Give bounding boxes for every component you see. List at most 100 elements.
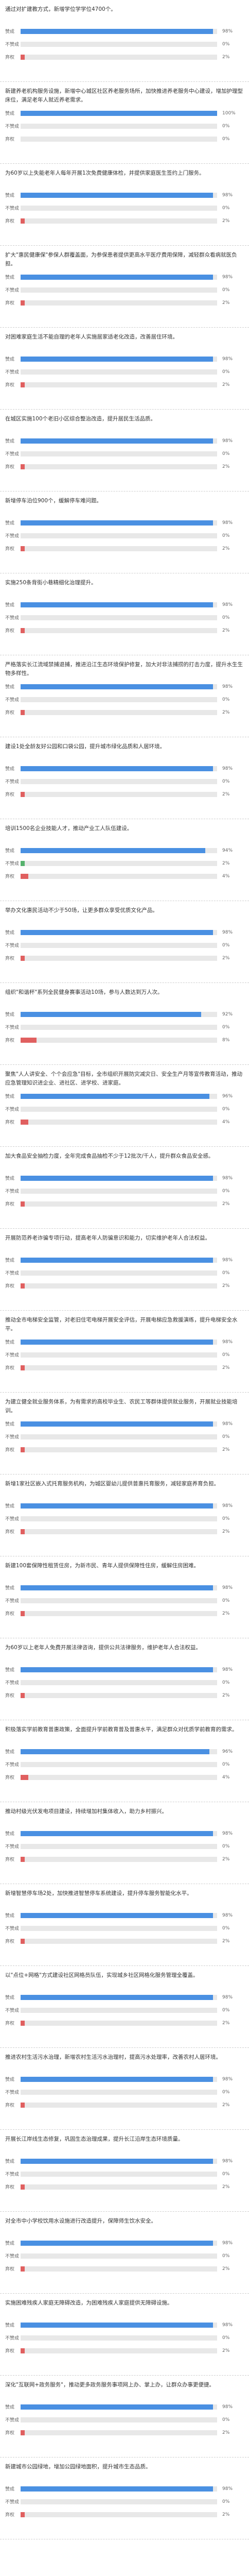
vote-row: 赞成 96% [5, 1747, 244, 1756]
option-label: 弃权 [5, 465, 15, 470]
option-label: 不赞成 [5, 1926, 20, 1931]
progress-fill [21, 218, 25, 224]
option-label: 不赞成 [5, 2254, 20, 2259]
percent-value: 2% [222, 464, 230, 469]
option-label: 赞成 [5, 2159, 15, 2164]
progress-fill [21, 110, 217, 116]
percent-value: 0% [222, 205, 230, 211]
vote-row: 赞成 98% [5, 2484, 244, 2493]
option-label: 不赞成 [5, 861, 20, 867]
vote-row: 弃权 2% [5, 298, 244, 307]
option-label: 赞成 [5, 193, 15, 198]
progress-track [21, 1994, 217, 2000]
vote-row: 不赞成 2% [5, 859, 244, 868]
option-label: 弃权 [5, 1120, 15, 1125]
progress-track [21, 438, 217, 444]
progress-fill [21, 1011, 202, 1017]
vote-result-rows: 赞成 100% 不赞成 0% 弃权 0% [5, 109, 244, 143]
progress-fill [21, 28, 214, 34]
option-label: 弃权 [5, 1775, 15, 1781]
option-label: 赞成 [5, 1995, 15, 2001]
progress-track [21, 1831, 217, 1836]
vote-result-rows: 赞成 98% 不赞成 0% 弃权 2% [5, 354, 244, 389]
vote-result-rows: 赞成 96% 不赞成 0% 弃权 4% [5, 1747, 244, 1782]
percent-value: 2% [222, 1529, 230, 1534]
vote-row: 赞成 98% [5, 1419, 244, 1428]
vote-result-rows: 赞成 98% 不赞成 0% 弃权 2% [5, 191, 244, 225]
vote-row: 不赞成 0% [5, 1105, 244, 1113]
progress-fill [21, 929, 214, 935]
vote-row: 不赞成 0% [5, 2251, 244, 2260]
vote-question: 对全市中小学校饮用水设施进行改造提升，保障师生饮水安全。 [5, 2218, 156, 2224]
percent-value: 2% [222, 1692, 230, 1698]
option-label: 弃权 [5, 956, 15, 961]
option-label: 不赞成 [5, 2336, 20, 2341]
progress-track [21, 1843, 217, 1849]
percent-value: 4% [222, 873, 230, 879]
percent-value: 98% [222, 192, 233, 198]
progress-fill [21, 873, 29, 879]
progress-fill [21, 382, 25, 387]
progress-track [21, 2404, 217, 2410]
percent-value: 98% [222, 1831, 233, 1836]
vote-item: 严格落实长江流域禁捕退捕，推进沿江生态环境保护修复，加大对非法捕捞的打击力度，提… [0, 655, 249, 737]
vote-result-rows: 赞成 98% 不赞成 0% 弃权 2% [5, 1829, 244, 1863]
percent-value: 0% [222, 287, 230, 293]
percent-value: 2% [222, 546, 230, 551]
vote-row: 弃权 2% [5, 462, 244, 471]
vote-row: 不赞成 0% [5, 122, 244, 130]
option-label: 赞成 [5, 685, 15, 690]
vote-result-rows: 赞成 98% 不赞成 0% 弃权 2% [5, 2075, 244, 2109]
progress-fill [21, 860, 25, 866]
progress-fill [21, 1365, 25, 1370]
vote-row: 弃权 2% [5, 216, 244, 225]
vote-row: 赞成 98% [5, 27, 244, 36]
option-label: 赞成 [5, 1258, 15, 1263]
progress-track [21, 1201, 217, 1207]
vote-result-rows: 赞成 96% 不赞成 0% 弃权 4% [5, 1092, 244, 1126]
vote-row: 不赞成 0% [5, 2497, 244, 2506]
vote-result-rows: 赞成 94% 不赞成 2% 弃权 4% [5, 846, 244, 880]
progress-track [21, 1037, 217, 1043]
progress-fill [21, 2486, 214, 2492]
option-label: 弃权 [5, 137, 15, 142]
vote-item: 聚焦"人人讲安全、个个会应急"目标，全市组织开展防灾减灾日、安全生产月等宣传教育… [0, 1065, 249, 1147]
progress-track [21, 791, 217, 797]
percent-value: 4% [222, 1119, 230, 1125]
percent-value: 2% [222, 2430, 230, 2435]
option-label: 弃权 [5, 2431, 15, 2436]
option-label: 弃权 [5, 1038, 15, 1043]
vote-row: 不赞成 0% [5, 1432, 244, 1441]
option-label: 赞成 [5, 767, 15, 772]
vote-row: 不赞成 0% [5, 1350, 244, 1359]
percent-value: 98% [222, 28, 233, 34]
vote-row: 赞成 98% [5, 1911, 244, 1920]
vote-row: 赞成 98% [5, 1337, 244, 1346]
vote-row: 弃权 2% [5, 954, 244, 962]
percent-value: 98% [222, 2240, 233, 2246]
vote-row: 赞成 98% [5, 1829, 244, 1838]
vote-row: 赞成 92% [5, 1010, 244, 1019]
vote-question: 开展长江岸线生态修复，巩固生态治理成果，提升长江沿岸生态环境质量。 [5, 2136, 184, 2142]
progress-fill [21, 1749, 209, 1754]
vote-result-rows: 赞成 98% 不赞成 0% 弃权 2% [5, 1501, 244, 1536]
percent-value: 8% [222, 1037, 230, 1043]
percent-value: 92% [222, 1011, 233, 1017]
vote-row: 弃权 2% [5, 708, 244, 717]
progress-track [21, 205, 217, 211]
progress-fill [21, 1994, 214, 2000]
progress-fill [21, 1339, 214, 1345]
vote-item: 推进农村生活污水治理，新增农村生活污水治理村，提高污水处理率，改善农村人居环境。… [0, 2048, 249, 2130]
progress-fill [21, 1093, 209, 1099]
progress-track [21, 2171, 217, 2177]
progress-track [21, 2020, 217, 2026]
vote-row: 不赞成 0% [5, 2170, 244, 2178]
vote-row: 弃权 4% [5, 872, 244, 880]
option-label: 弃权 [5, 547, 15, 552]
option-label: 弃权 [5, 219, 15, 224]
progress-fill [21, 1529, 25, 1534]
progress-track [21, 1119, 217, 1125]
option-label: 弃权 [5, 2103, 15, 2108]
option-label: 不赞成 [5, 1681, 20, 1686]
vote-question: 积极落实学前教育普惠政策，全面提升学前教育普及普惠水平，满足群众对优质学前教育的… [5, 1726, 238, 1733]
